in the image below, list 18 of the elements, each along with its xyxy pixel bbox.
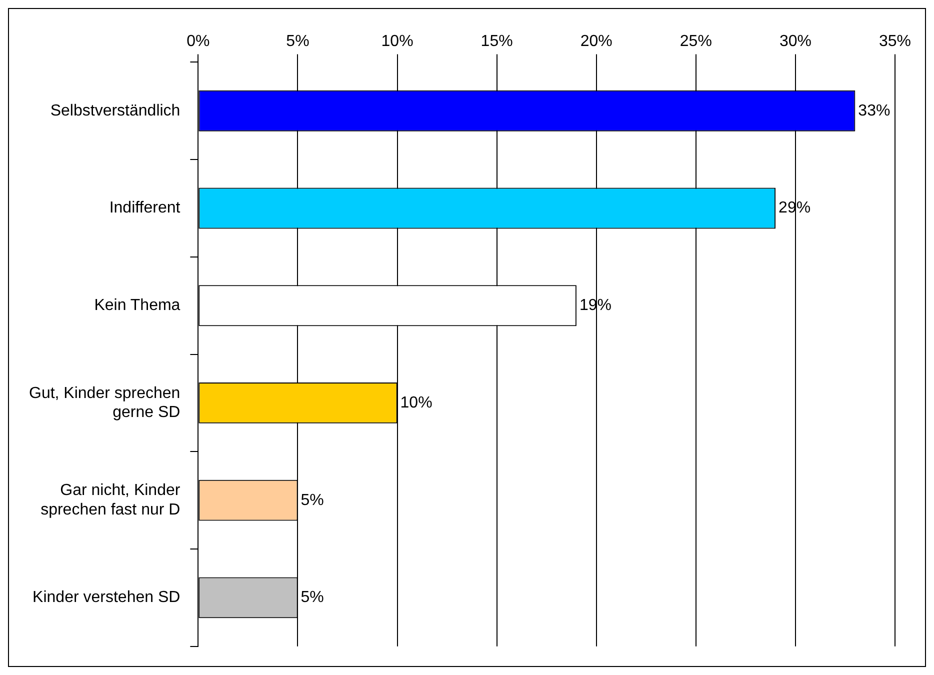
y-tick-label: Indifferent (109, 200, 181, 217)
y-tick-label: Gar nicht, Kinder sprechen fast nur D (40, 482, 181, 518)
data-label: 33% (858, 102, 890, 120)
x-tick-label: 15% (480, 33, 513, 50)
y-tick-label: Gut, Kinder sprechen gerne SD (28, 384, 180, 421)
x-tick-label: 5% (286, 33, 310, 50)
x-tick-label: 30% (779, 33, 812, 50)
data-label: 5% (300, 589, 324, 606)
x-tick-label: 0% (186, 33, 210, 50)
x-tick-label: 20% (580, 33, 612, 50)
x-tick-label: 10% (381, 33, 414, 50)
x-tick-label: 35% (878, 33, 912, 50)
x-tick-label: 25% (680, 33, 712, 50)
data-label: 5% (300, 492, 324, 509)
data-label: 10% (400, 394, 432, 412)
y-tick-label: Selbstverständlich (50, 102, 180, 120)
y-tick-label: Kein Thema (94, 297, 180, 314)
y-tick-label: Kinder verstehen SD (32, 589, 180, 606)
